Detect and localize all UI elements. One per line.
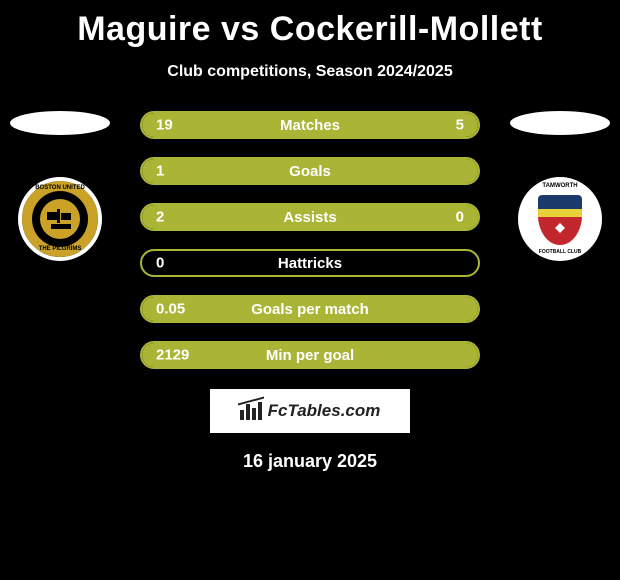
stat-label: Min per goal: [142, 347, 478, 364]
stat-label: Goals: [142, 163, 478, 180]
comparison-panel: BOSTON UNITED THE PILGRIMS TAMWORTH FOOT…: [0, 111, 620, 472]
watermark: FcTables.com: [210, 389, 410, 433]
player-left-column: BOSTON UNITED THE PILGRIMS: [10, 111, 110, 261]
stat-bars: 195Matches 1Goals 20Assists 0Hattricks 0.05G…: [140, 111, 480, 369]
crest-left-top-text: BOSTON UNITED: [24, 185, 96, 192]
stat-bar: 1Goals: [140, 157, 480, 185]
player-left-silhouette: [10, 111, 110, 135]
stat-bar: 0Hattricks: [140, 249, 480, 277]
date-label: 16 january 2025: [0, 451, 620, 472]
stat-bar: 0.05Goals per match: [140, 295, 480, 323]
stat-bar: 195Matches: [140, 111, 480, 139]
crest-right-bottom-text: FOOTBALL CLUB: [520, 250, 600, 256]
shield-icon: [538, 195, 582, 245]
stat-bar: 20Assists: [140, 203, 480, 231]
club-crest-left: BOSTON UNITED THE PILGRIMS: [18, 177, 102, 261]
player-right-silhouette: [510, 111, 610, 135]
stat-label: Hattricks: [142, 255, 478, 272]
crest-left-bottom-text: THE PILGRIMS: [24, 246, 96, 253]
crest-left-inner: [40, 199, 80, 239]
stat-bar: 2129Min per goal: [140, 341, 480, 369]
stat-label: Goals per match: [142, 301, 478, 318]
fctables-logo-icon: [240, 402, 262, 420]
player-right-column: TAMWORTH FOOTBALL CLUB: [510, 111, 610, 261]
page-title: Maguire vs Cockerill-Mollett: [0, 0, 620, 49]
crest-right-top-text: TAMWORTH: [520, 183, 600, 190]
stat-label: Assists: [142, 209, 478, 226]
watermark-text: FcTables.com: [268, 401, 381, 421]
stat-label: Matches: [142, 117, 478, 134]
ship-icon: [47, 209, 73, 229]
subtitle: Club competitions, Season 2024/2025: [0, 63, 620, 81]
club-crest-right: TAMWORTH FOOTBALL CLUB: [518, 177, 602, 261]
